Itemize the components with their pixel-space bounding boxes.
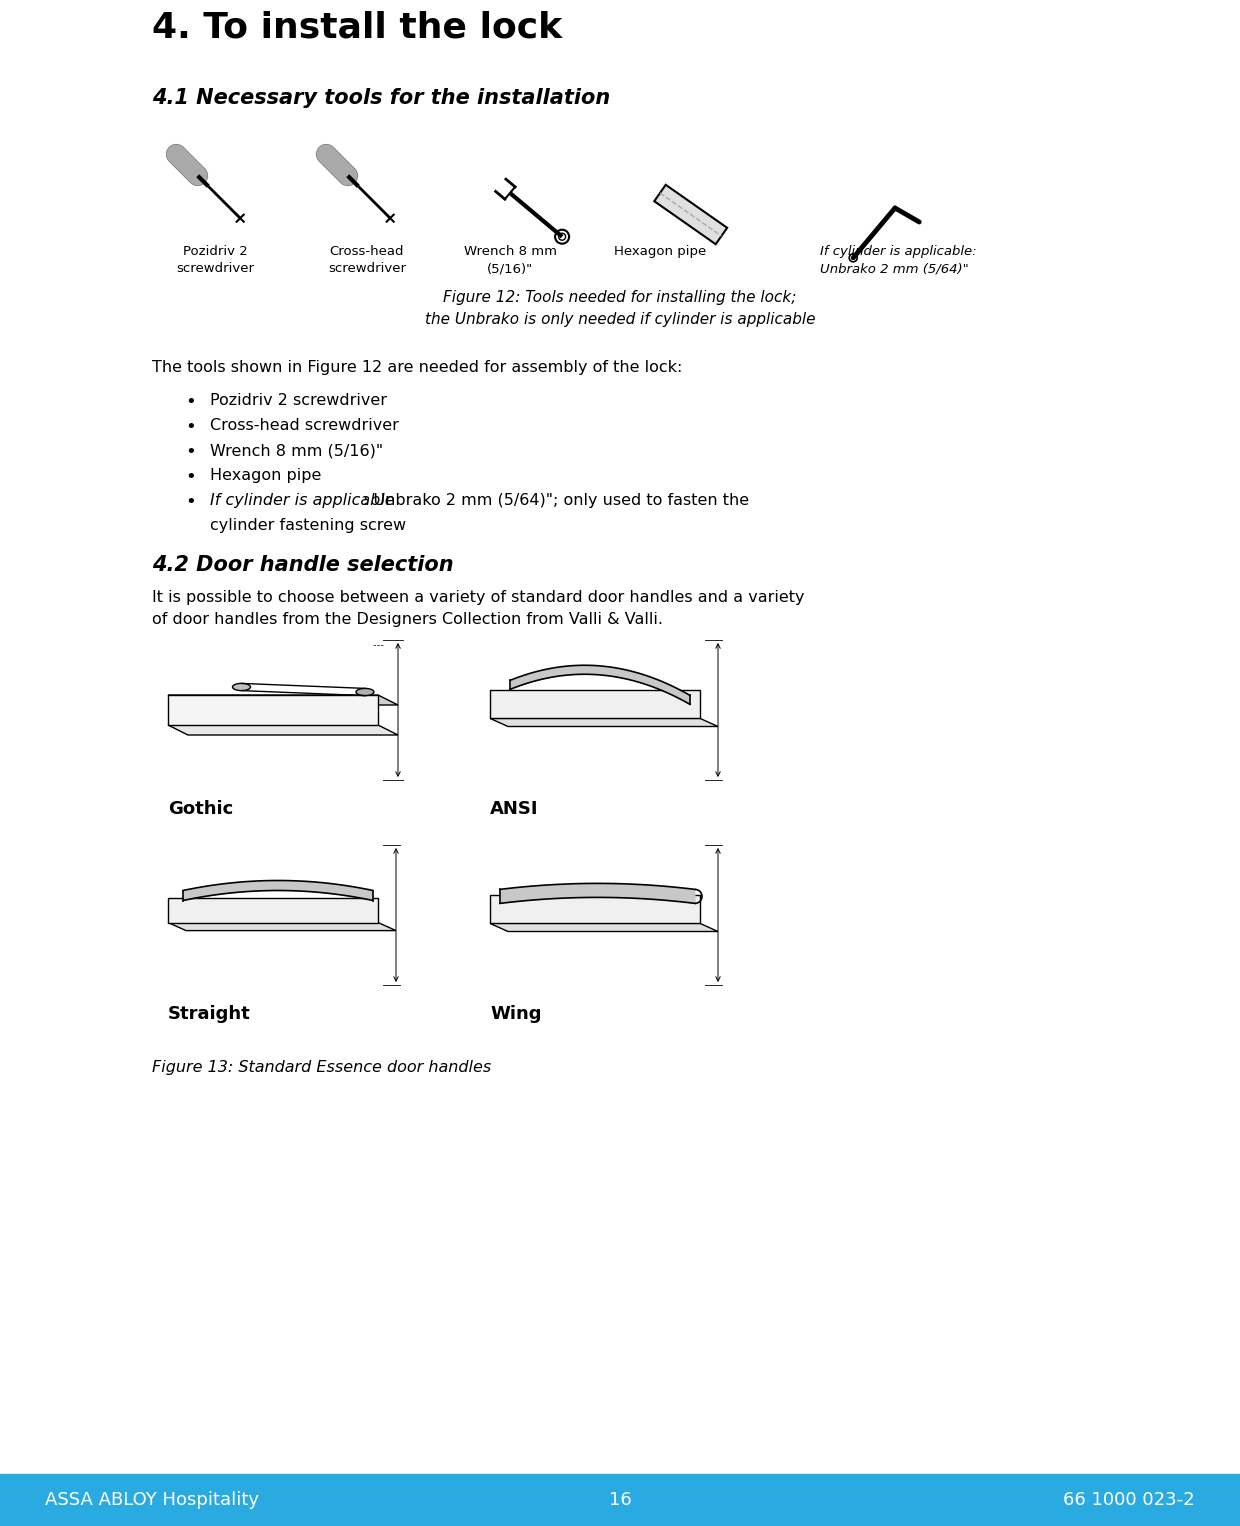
Bar: [0, 1474, 1240, 1526]
Text: Straight: Straight: [167, 1006, 250, 1022]
Text: Wrench 8 mm
(5/16)": Wrench 8 mm (5/16)": [464, 246, 557, 275]
Text: •: •: [185, 468, 196, 485]
Polygon shape: [490, 719, 718, 726]
Polygon shape: [655, 185, 727, 244]
Text: Pozidriv 2
screwdriver: Pozidriv 2 screwdriver: [176, 246, 254, 275]
Text: •: •: [185, 493, 196, 511]
Text: Cross-head screwdriver: Cross-head screwdriver: [210, 418, 399, 433]
Text: Wrench 8 mm (5/16)": Wrench 8 mm (5/16)": [210, 443, 383, 458]
Text: If cylinder is applicable:
Unbrako 2 mm (5/64)": If cylinder is applicable: Unbrako 2 mm …: [820, 246, 977, 275]
Text: Pozidriv 2 screwdriver: Pozidriv 2 screwdriver: [210, 394, 387, 407]
Text: of door handles from the Designers Collection from Valli & Valli.: of door handles from the Designers Colle…: [153, 612, 663, 627]
Text: Gothic: Gothic: [167, 800, 233, 818]
Text: 4.1 Necessary tools for the installation: 4.1 Necessary tools for the installation: [153, 89, 610, 108]
Polygon shape: [167, 694, 378, 725]
Text: Figure 12: Tools needed for installing the lock;: Figure 12: Tools needed for installing t…: [444, 290, 796, 305]
Text: It is possible to choose between a variety of standard door handles and a variet: It is possible to choose between a varie…: [153, 591, 805, 604]
Polygon shape: [167, 694, 398, 705]
Text: •: •: [185, 418, 196, 436]
Polygon shape: [167, 923, 396, 931]
Text: The tools shown in Figure 12 are needed for assembly of the lock:: The tools shown in Figure 12 are needed …: [153, 360, 682, 375]
Text: •: •: [185, 394, 196, 410]
Text: the Unbrako is only needed if cylinder is applicable: the Unbrako is only needed if cylinder i…: [425, 311, 815, 327]
Text: 16: 16: [609, 1491, 631, 1509]
Text: 4. To install the lock: 4. To install the lock: [153, 11, 562, 44]
Text: 66 1000 023-2: 66 1000 023-2: [1064, 1491, 1195, 1509]
Text: cylinder fastening screw: cylinder fastening screw: [210, 517, 407, 533]
Text: Hexagon pipe: Hexagon pipe: [210, 468, 321, 484]
Ellipse shape: [233, 684, 250, 691]
Polygon shape: [490, 896, 701, 923]
Polygon shape: [167, 897, 378, 923]
Text: : Unbrako 2 mm (5/64)"; only used to fasten the: : Unbrako 2 mm (5/64)"; only used to fas…: [363, 493, 749, 508]
Text: ANSI: ANSI: [490, 800, 538, 818]
Polygon shape: [167, 725, 398, 736]
Ellipse shape: [356, 688, 374, 696]
Text: ASSA ABLOY Hospitality: ASSA ABLOY Hospitality: [45, 1491, 259, 1509]
Text: Wing: Wing: [490, 1006, 542, 1022]
Text: 4.2 Door handle selection: 4.2 Door handle selection: [153, 555, 454, 575]
Text: Hexagon pipe: Hexagon pipe: [614, 246, 706, 258]
Text: Cross-head
screwdriver: Cross-head screwdriver: [329, 246, 405, 275]
Polygon shape: [490, 690, 701, 719]
Text: •: •: [185, 443, 196, 461]
Polygon shape: [490, 923, 718, 931]
Text: If cylinder is applicable: If cylinder is applicable: [210, 493, 394, 508]
Text: Figure 13: Standard Essence door handles: Figure 13: Standard Essence door handles: [153, 1061, 491, 1074]
